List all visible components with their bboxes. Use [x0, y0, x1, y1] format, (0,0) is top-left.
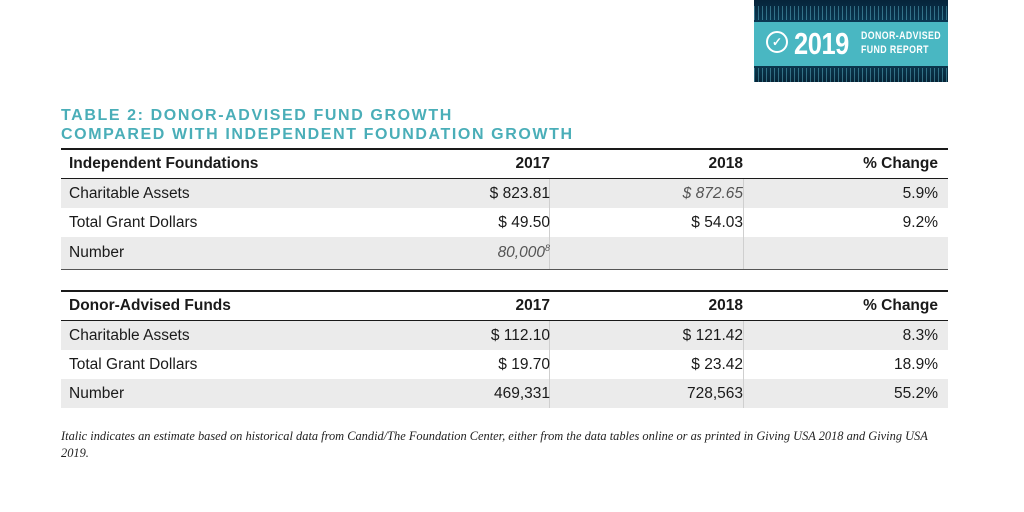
header-change: % Change [863, 155, 938, 172]
cell-change [821, 237, 938, 269]
cell-2018: 728,563 [686, 385, 743, 402]
table-row: Charitable Assets $ 112.10 $ 121.42 8.3% [61, 321, 948, 350]
row-label: Charitable Assets [69, 185, 190, 202]
cell-2018: $ 23.42 [691, 356, 743, 373]
table-row: Total Grant Dollars $ 19.70 $ 23.42 18.9… [61, 350, 948, 379]
cell-change: 55.2% [894, 385, 938, 402]
row-label: Number [69, 385, 125, 402]
table-header-row: Independent Foundations 2017 2018 % Chan… [61, 148, 948, 179]
header-2017: 2017 [515, 297, 550, 314]
table-header-row: Donor-Advised Funds 2017 2018 % Change [61, 290, 948, 321]
table-row: Number 80,0008 [61, 237, 948, 270]
cell-2018 [671, 237, 743, 269]
header-2017: 2017 [515, 155, 550, 172]
badge-year: 2019 [794, 26, 849, 61]
row-label: Number [69, 244, 125, 261]
table-row: Total Grant Dollars $ 49.50 $ 54.03 9.2% [61, 208, 948, 237]
check-circle-icon: ✓ [766, 31, 788, 53]
footnote: Italic indicates an estimate based on hi… [61, 429, 928, 460]
header-change: % Change [863, 297, 938, 314]
cell-2018: $ 54.03 [691, 214, 743, 231]
cell-change: 8.3% [902, 327, 938, 344]
badge-texture [754, 68, 948, 82]
independent-foundations-table: Independent Foundations 2017 2018 % Chan… [61, 148, 948, 270]
cell-2017: 469,331 [493, 385, 550, 402]
row-label: Total Grant Dollars [69, 214, 198, 231]
cell-2018: $ 872.65 [682, 185, 743, 202]
row-label: Charitable Assets [69, 327, 190, 344]
table-row: Number 469,331 728,563 55.2% [61, 379, 948, 408]
cell-2017: $ 19.70 [498, 356, 550, 373]
cell-2017: $ 112.10 [490, 327, 550, 344]
table-title: TABLE 2: DONOR-ADVISED FUND GROWTH COMPA… [61, 106, 574, 144]
footnote-mark: 8 [544, 242, 550, 253]
badge-line-2: FUND REPORT [861, 44, 929, 56]
badge-texture [754, 6, 948, 20]
cell-change: 18.9% [894, 356, 938, 373]
donor-advised-funds-table: Donor-Advised Funds 2017 2018 % Change C… [61, 290, 948, 408]
cell-2018: $ 121.42 [682, 327, 743, 344]
header-2018: 2018 [708, 155, 743, 172]
row-label: Total Grant Dollars [69, 356, 198, 373]
cell-change: 9.2% [902, 214, 938, 231]
cell-2017: $ 49.50 [498, 214, 550, 231]
header-2018: 2018 [708, 297, 743, 314]
cell-2017: 80,0008 [481, 237, 550, 269]
cell-change: 5.9% [902, 185, 938, 202]
cell-2017-value: 80,000 [497, 244, 545, 261]
report-badge: ✓ 2019 DONOR-ADVISED FUND REPORT [754, 0, 948, 82]
cell-2017: $ 823.81 [489, 185, 550, 202]
title-line-2: COMPARED WITH INDEPENDENT FOUNDATION GRO… [61, 126, 574, 143]
title-line-1: TABLE 2: DONOR-ADVISED FUND GROWTH [61, 107, 453, 124]
badge-line-1: DONOR-ADVISED [861, 30, 942, 42]
table-row: Charitable Assets $ 823.81 $ 872.65 5.9% [61, 179, 948, 208]
header-category: Donor-Advised Funds [69, 297, 231, 314]
header-category: Independent Foundations [69, 155, 259, 172]
